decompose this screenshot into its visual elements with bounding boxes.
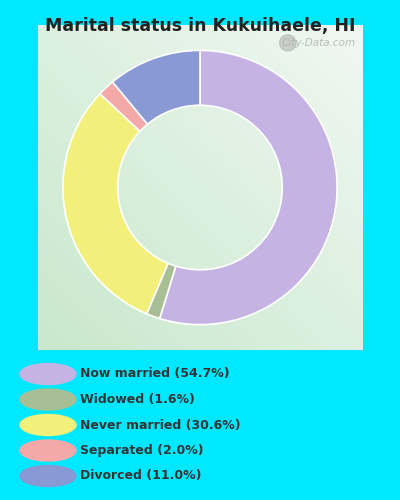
Text: Never married (30.6%): Never married (30.6%)	[80, 418, 241, 432]
Wedge shape	[112, 50, 200, 124]
Circle shape	[20, 389, 76, 410]
Text: Widowed (1.6%): Widowed (1.6%)	[80, 393, 195, 406]
Circle shape	[20, 414, 76, 436]
Circle shape	[20, 364, 76, 384]
Wedge shape	[147, 264, 176, 318]
Text: Now married (54.7%): Now married (54.7%)	[80, 368, 230, 380]
Wedge shape	[63, 94, 168, 314]
Circle shape	[20, 440, 76, 461]
Circle shape	[20, 466, 76, 486]
Wedge shape	[160, 50, 337, 324]
Circle shape	[280, 35, 296, 51]
Text: Marital status in Kukuihaele, HI: Marital status in Kukuihaele, HI	[45, 17, 355, 35]
Text: Separated (2.0%): Separated (2.0%)	[80, 444, 204, 457]
Text: Divorced (11.0%): Divorced (11.0%)	[80, 470, 202, 482]
Wedge shape	[100, 82, 148, 131]
Text: City-Data.com: City-Data.com	[282, 38, 356, 48]
